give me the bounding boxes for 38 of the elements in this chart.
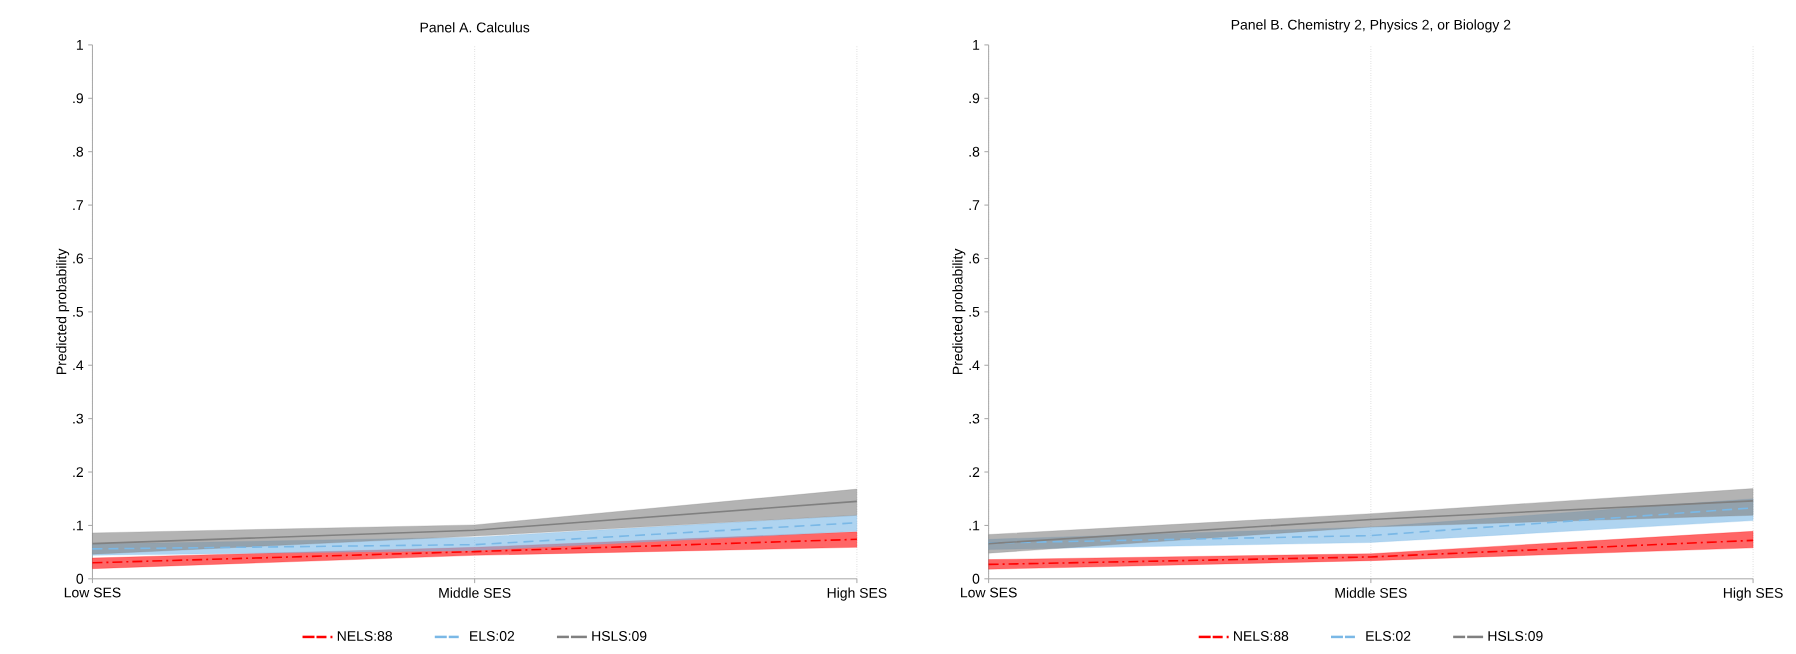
legend-label: HSLS:09: [1488, 631, 1543, 642]
y-tick-label: .5: [969, 307, 980, 317]
y-tick-label: .9: [73, 93, 83, 104]
legend-label: ELS:02: [470, 631, 515, 642]
x-tick-label: Low SES: [961, 587, 1017, 598]
y-tick-label: .2: [73, 467, 83, 478]
y-tick-label: .9: [969, 93, 980, 104]
y-axis-title: Predicted probability: [952, 248, 966, 375]
chart-title: Panel B. Chemistry 2, Physics 2, or Biology 2: [1231, 19, 1511, 33]
legend-label: HSLS:09: [592, 631, 647, 642]
y-tick-label: .5: [73, 307, 84, 317]
x-tick-label: Middle SES: [439, 587, 511, 599]
y-tick-label: .4: [969, 360, 980, 371]
y-tick-label: .4: [73, 360, 84, 371]
y-tick-label: .8: [969, 146, 980, 157]
x-tick-label: High SES: [827, 587, 887, 601]
y-tick-label: .3: [73, 413, 84, 424]
y-tick-label: .1: [969, 520, 980, 531]
y-tick-label: .6: [969, 253, 980, 264]
y-tick-label: 0: [972, 574, 980, 584]
y-tick-label: 0: [76, 574, 84, 584]
y-tick-label: .1: [73, 520, 83, 531]
legend-label: NELS:88: [1234, 631, 1289, 642]
y-axis-title: Predicted probability: [56, 248, 70, 375]
y-tick-label: .2: [969, 467, 980, 478]
x-tick-label: Low SES: [64, 587, 121, 598]
y-tick-label: .8: [73, 146, 84, 157]
y-tick-label: .6: [73, 253, 84, 264]
legend-label: NELS:88: [337, 631, 393, 642]
x-tick-label: Middle SES: [1335, 587, 1407, 599]
y-tick-label: .7: [73, 200, 83, 211]
legend-label: ELS:02: [1366, 631, 1411, 642]
x-tick-label: High SES: [1723, 587, 1783, 601]
y-tick-label: .7: [969, 200, 980, 211]
y-tick-label: .3: [969, 413, 980, 424]
chart-title: Panel A. Calculus: [420, 22, 530, 33]
y-tick-label: 1: [973, 40, 980, 50]
y-tick-label: 1: [76, 40, 83, 50]
